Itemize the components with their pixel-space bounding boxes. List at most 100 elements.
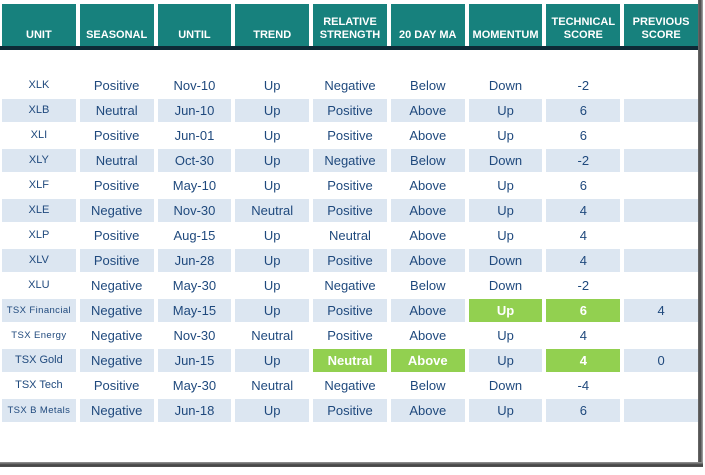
table-row-xlv: XLV Positive Jun-28 Up Positive Above Down 4: [2, 249, 698, 272]
table-cell: Above: [390, 224, 465, 247]
table-row-xle: XLE Negative Nov-30 Neutral Positive Above Up 4: [2, 199, 698, 222]
table-cell: Down: [468, 74, 543, 97]
table-row-xlb: XLB Neutral Jun-10 Up Positive Above Up 6: [2, 99, 698, 122]
table-cell: -2: [546, 274, 621, 297]
table-cell: Up: [235, 99, 310, 122]
table-cell: 4: [546, 249, 621, 272]
table-cell: [79, 54, 154, 72]
table-cell: Neutral: [235, 374, 310, 397]
table-cell: Neutral: [313, 224, 387, 247]
table-cell: May-10: [157, 174, 232, 197]
column-header-relative-strength: RELATIVE STRENGTH: [313, 4, 387, 46]
table-cell: [624, 54, 698, 72]
table-cell: Negative: [79, 199, 154, 222]
table-cell: Above: [390, 99, 465, 122]
table-cell: [157, 424, 232, 447]
table-cell: Up: [235, 349, 310, 372]
table-cell: Jun-01: [157, 124, 232, 147]
table-cell: Positive: [79, 124, 154, 147]
table-cell: Up: [468, 174, 543, 197]
table-cell: [79, 424, 154, 447]
table-cell: -4: [546, 374, 621, 397]
table-cell: Up: [235, 249, 310, 272]
table-cell: Negative: [313, 374, 387, 397]
table-cell: Neutral: [313, 349, 387, 372]
table-cell: XLU: [2, 274, 76, 297]
table-cell: 6: [546, 299, 621, 322]
table-cell: Up: [235, 224, 310, 247]
table-row-xlp: XLP Positive Aug-15 Up Neutral Above Up 4: [2, 224, 698, 247]
table-row-xlf: XLF Positive May-10 Up Positive Above Up 6: [2, 174, 698, 197]
table-cell: Neutral: [235, 199, 310, 222]
table-cell: Positive: [313, 199, 387, 222]
table-cell: [624, 149, 698, 172]
table-cell: Positive: [313, 249, 387, 272]
table-cell: [468, 54, 543, 72]
table-cell: [157, 54, 232, 72]
table-cell: [235, 424, 310, 447]
table-cell: TSX Tech: [2, 374, 76, 397]
table-cell: Negative: [313, 274, 387, 297]
table-cell: Up: [235, 299, 310, 322]
table-cell: Positive: [313, 299, 387, 322]
table-cell: Up: [235, 74, 310, 97]
table-cell: Down: [468, 374, 543, 397]
table-cell: Negative: [79, 349, 154, 372]
table-cell: 0: [624, 349, 698, 372]
table-cell: Positive: [313, 174, 387, 197]
table-cell: May-30: [157, 274, 232, 297]
table-cell: Up: [468, 224, 543, 247]
column-header-seasonal: SEASONAL: [79, 4, 154, 46]
table-cell: Jun-10: [157, 99, 232, 122]
table-cell: [235, 54, 310, 72]
table-cell: Negative: [79, 324, 154, 347]
table-cell: [624, 249, 698, 272]
table-cell: [624, 274, 698, 297]
table-cell: [2, 54, 76, 72]
table-cell: Up: [468, 299, 543, 322]
table-cell: Positive: [79, 174, 154, 197]
table-cell: Positive: [313, 124, 387, 147]
table-cell: 6: [546, 174, 621, 197]
table-cell: XLY: [2, 149, 76, 172]
table-row-tsx-gold: TSX Gold Negative Jun-15 Up Neutral Above Up 4 0: [2, 349, 698, 372]
table-cell: [390, 424, 465, 447]
table-cell: Nov-10: [157, 74, 232, 97]
table-cell: Negative: [313, 149, 387, 172]
table-cell: May-15: [157, 299, 232, 322]
table-cell: XLF: [2, 174, 76, 197]
column-header-20-day-ma: 20 DAY MA: [390, 4, 465, 46]
table-row-xlk: XLK Positive Nov-10 Up Negative Below Down -2: [2, 74, 698, 97]
table-cell: Jun-15: [157, 349, 232, 372]
table-cell: Positive: [313, 399, 387, 422]
table-cell: TSX Financial: [2, 299, 76, 322]
table-cell: 4: [546, 324, 621, 347]
table-cell: Positive: [79, 224, 154, 247]
table-cell: Jun-18: [157, 399, 232, 422]
column-header-previous-score: PREVIOUS SCORE: [624, 4, 698, 46]
table-cell: TSX Energy: [2, 324, 76, 347]
table-cell: [624, 74, 698, 97]
table-cell: 4: [546, 224, 621, 247]
column-header-trend: TREND: [235, 4, 310, 46]
table-cell: XLB: [2, 99, 76, 122]
table-cell: Negative: [79, 299, 154, 322]
table-cell: [624, 99, 698, 122]
table-cell: Up: [235, 174, 310, 197]
header-underline: [0, 46, 701, 50]
table-cell: -2: [546, 74, 621, 97]
table-cell: XLI: [2, 124, 76, 147]
table-cell: XLE: [2, 199, 76, 222]
table-cell: Above: [390, 299, 465, 322]
table-cell: Up: [468, 99, 543, 122]
table-cell: Above: [390, 349, 465, 372]
table-cell: Up: [468, 349, 543, 372]
table-cell: [2, 424, 76, 447]
table-cell: TSX Gold: [2, 349, 76, 372]
table-cell: Positive: [79, 249, 154, 272]
table-cell: Below: [390, 74, 465, 97]
table-cell: Negative: [79, 399, 154, 422]
table-cell: 4: [624, 299, 698, 322]
table-header-row: UNIT SEASONAL UNTIL TREND RELATIVE STRENGTH 2…: [2, 4, 698, 46]
technical-score-table: UNIT SEASONAL UNTIL TREND RELATIVE STRENGTH 2…: [2, 4, 698, 449]
